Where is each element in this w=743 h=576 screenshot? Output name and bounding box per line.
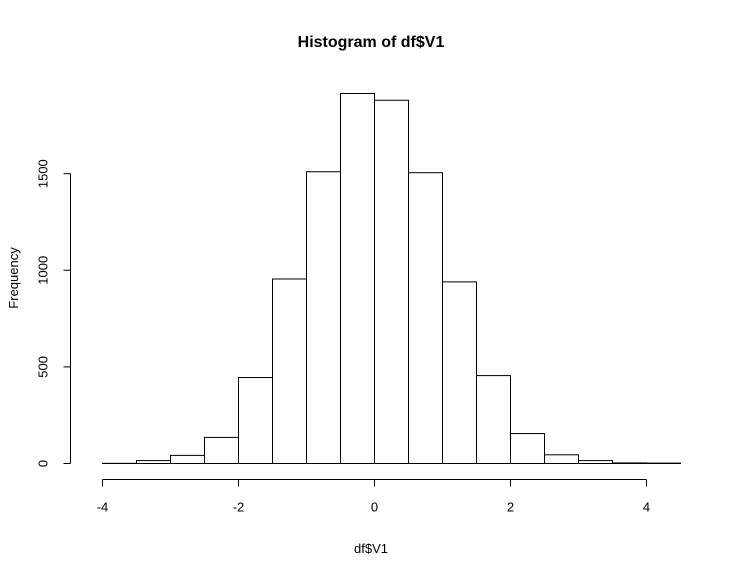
y-tick-label: 500 (36, 356, 51, 378)
y-axis: 0 500 1000 1500 (36, 159, 71, 467)
histogram-bar (408, 172, 443, 464)
histogram-bar (272, 278, 307, 465)
y-tick-label: 1000 (36, 256, 51, 285)
x-axis: -4 -2 0 2 4 (97, 479, 650, 515)
histogram-bar (136, 460, 171, 465)
histogram-bar (544, 454, 579, 464)
x-tick-label: 0 (371, 500, 378, 515)
histogram-bar (238, 377, 273, 464)
histogram-bar (476, 375, 511, 464)
histogram-bar (442, 281, 477, 464)
histogram-bar (578, 460, 613, 465)
histogram-bars (102, 93, 681, 465)
histogram-bar (204, 436, 239, 465)
histogram-bar (306, 171, 341, 464)
y-tick-label: 0 (36, 460, 51, 467)
x-tick-label: 2 (507, 500, 514, 515)
histogram-bar (374, 99, 409, 464)
x-tick-label: -2 (233, 500, 245, 515)
histogram-bar (510, 433, 545, 464)
histogram-bar (340, 93, 375, 464)
histogram-bar (170, 454, 205, 465)
x-axis-label: df$V1 (354, 541, 388, 556)
chart-title: Histogram of df$V1 (298, 34, 445, 51)
x-tick-label: -4 (97, 500, 109, 515)
histogram-bar (612, 462, 647, 465)
x-tick-label: 4 (643, 500, 650, 515)
y-axis-label: Frequency (6, 247, 21, 309)
y-tick-label: 1500 (36, 159, 51, 188)
